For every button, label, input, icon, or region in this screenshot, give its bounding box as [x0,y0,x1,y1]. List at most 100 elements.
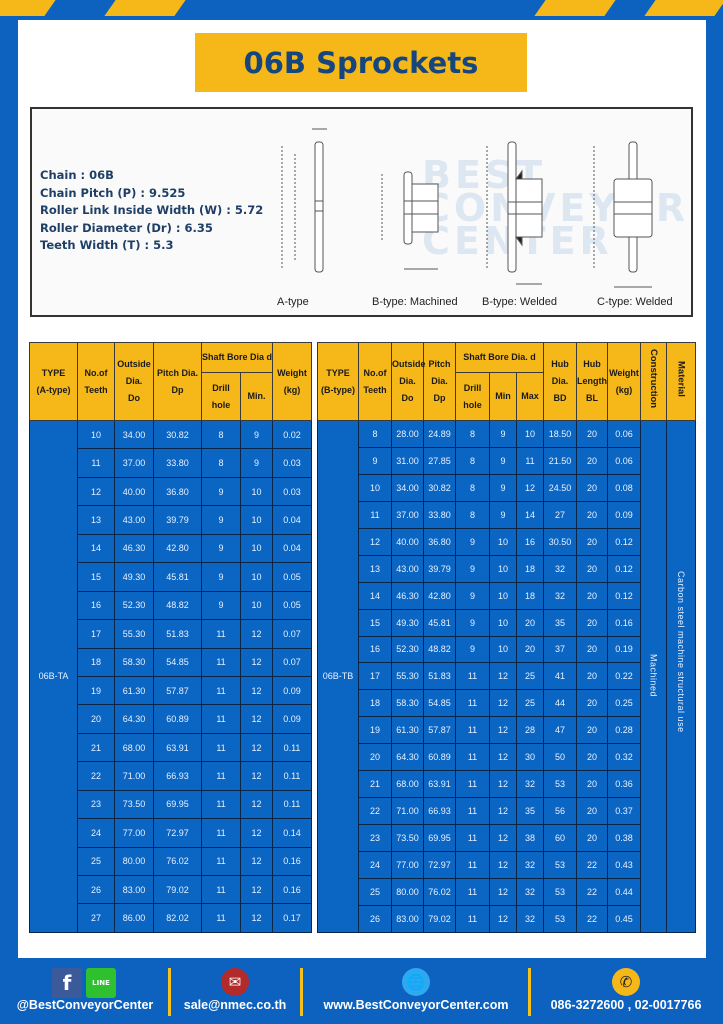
table-cell: 10 [358,473,392,502]
table-cell: 15 [77,562,115,592]
table-cell: 0.45 [607,904,642,933]
table-cell: 0.11 [272,761,313,791]
header-drill-hole: Drill hole [455,372,490,421]
table-cell: 0.09 [272,675,313,706]
table-cell: 64.30 [114,704,154,734]
table-row: 10 34.00 30.82 8 9 12 24.50 20 0.08 [318,473,696,502]
table-cell: 11 [455,770,490,799]
spec-value: 5.3 [153,238,174,252]
spec-item: Roller Diameter (Dr) : 6.35 [40,220,213,235]
table-cell: 0.05 [272,562,313,592]
table-cell: 11 [455,689,490,718]
table-cell: 12 [239,732,274,763]
table-row: 21 68.00 63.91 11 12 32 53 20 0.36 [318,770,696,799]
table-row: 26 83.00 79.02 11 12 32 53 22 0.45 [318,904,696,933]
website-link[interactable]: www.BestConveyorCenter.com [323,998,509,1012]
table-cell: 0.02 [272,419,313,450]
table-row: 23 73.50 69.95 11 12 38 60 20 0.38 [318,824,696,852]
table-cell: 9 [239,419,274,450]
table-cell: 69.95 [423,824,456,852]
table-cell: 12 [489,851,517,879]
spec-label: Chain [40,168,77,182]
table-cell: 0.04 [272,505,313,535]
table-cell: 11 [455,851,490,879]
header-shaft-bore: Shaft Bore Dia. d [454,342,545,373]
table-cell: 24.89 [423,420,456,448]
email-link[interactable]: sale@nmec.co.th [183,998,287,1012]
table-cell: 12 [239,846,274,877]
table-cell: 76.02 [423,877,456,906]
spec-value: 9.525 [148,185,186,200]
table-cell: 68.00 [114,732,154,763]
diagram-label-a-type: A-type [277,296,309,308]
table-cell: 40.00 [391,527,424,556]
table-cell: 12 [239,789,274,820]
spec-value: 06B [89,168,114,182]
table-cell: 0.03 [272,448,313,478]
table-cell: 0.25 [607,689,642,718]
table-cell: 11 [201,704,241,734]
table-cell: 32 [543,581,578,610]
table-cell: 41 [543,662,578,691]
table-cell: 25 [358,877,392,906]
table-cell: 11 [201,874,241,905]
table-cell: 17 [77,619,115,649]
diagram-label-b-machined: B-type: Machined [372,296,458,308]
table-cell: 50 [543,743,578,772]
table-cell: 19 [77,675,115,706]
divider [168,968,171,1016]
table-cell: 12 [239,903,274,933]
table-cell: 10 [239,562,274,592]
facebook-icon[interactable]: f [52,968,82,998]
table-cell: 42.80 [423,581,456,610]
table-cell: 11 [77,448,115,478]
header-pitch-dia: Pitch Dia. Dp [423,342,456,421]
table-cell: 11 [201,903,241,933]
table-cell: 8 [455,446,490,475]
spec-item: Roller Link Inside Width (W) : 5.72 [40,203,264,217]
table-row: 14 46.30 42.80 9 10 18 32 20 0.12 [318,581,696,610]
table-cell: 12 [489,743,517,772]
table-cell: 11 [455,877,490,906]
table-cell: 0.12 [607,527,642,556]
table-cell: 20 [576,716,609,745]
table-cell: 20 [515,608,545,637]
table-cell: 22 [358,797,392,826]
table-cell: 34.00 [114,419,154,450]
table-cell: 52.30 [114,590,154,621]
table-cell: 8 [455,420,490,448]
table-cell: 11 [201,818,241,848]
table-cell: 20 [77,704,115,734]
table-cell: 9 [201,590,241,621]
table-cell: 13 [77,505,115,535]
table-cell: 28 [515,716,545,745]
line-icon[interactable]: LINE [86,968,116,998]
table-cell: 33.80 [423,500,456,529]
table-cell: 10 [77,419,115,450]
table-cell: 25 [77,846,115,877]
a-type-table: TYPE (A-type) No.of Teeth Outside Dia. Do Pi… [29,342,313,933]
table-row: 19 61.30 57.87 11 12 0.09 [30,675,313,706]
header-teeth: No.of Teeth [358,342,392,421]
table-cell: 53 [543,770,578,799]
table-cell: 24.50 [543,473,578,502]
phone-number[interactable]: 086-3272600 , 02-0017766 [550,998,702,1012]
table-cell: 64.30 [391,743,424,772]
table-cell: 10 [239,590,274,621]
table-cell: 37.00 [114,448,154,478]
table-cell: 0.16 [607,608,642,637]
table-cell: 27 [543,500,578,529]
table-cell: 9 [489,420,517,448]
header-construction: Construction [640,342,668,421]
table-cell: 0.04 [272,533,313,564]
table-cell: 12 [489,770,517,799]
table-cell: 0.09 [607,500,642,529]
social-handle[interactable]: @BestConveyorCenter [16,998,154,1012]
table-cell: 9 [201,476,241,507]
table-cell: 0.44 [607,877,642,906]
table-cell: 11 [201,732,241,763]
table-cell: 73.50 [114,789,154,820]
table-cell: 0.22 [607,662,642,691]
table-cell: 11 [201,675,241,706]
table-cell: 12 [489,716,517,745]
